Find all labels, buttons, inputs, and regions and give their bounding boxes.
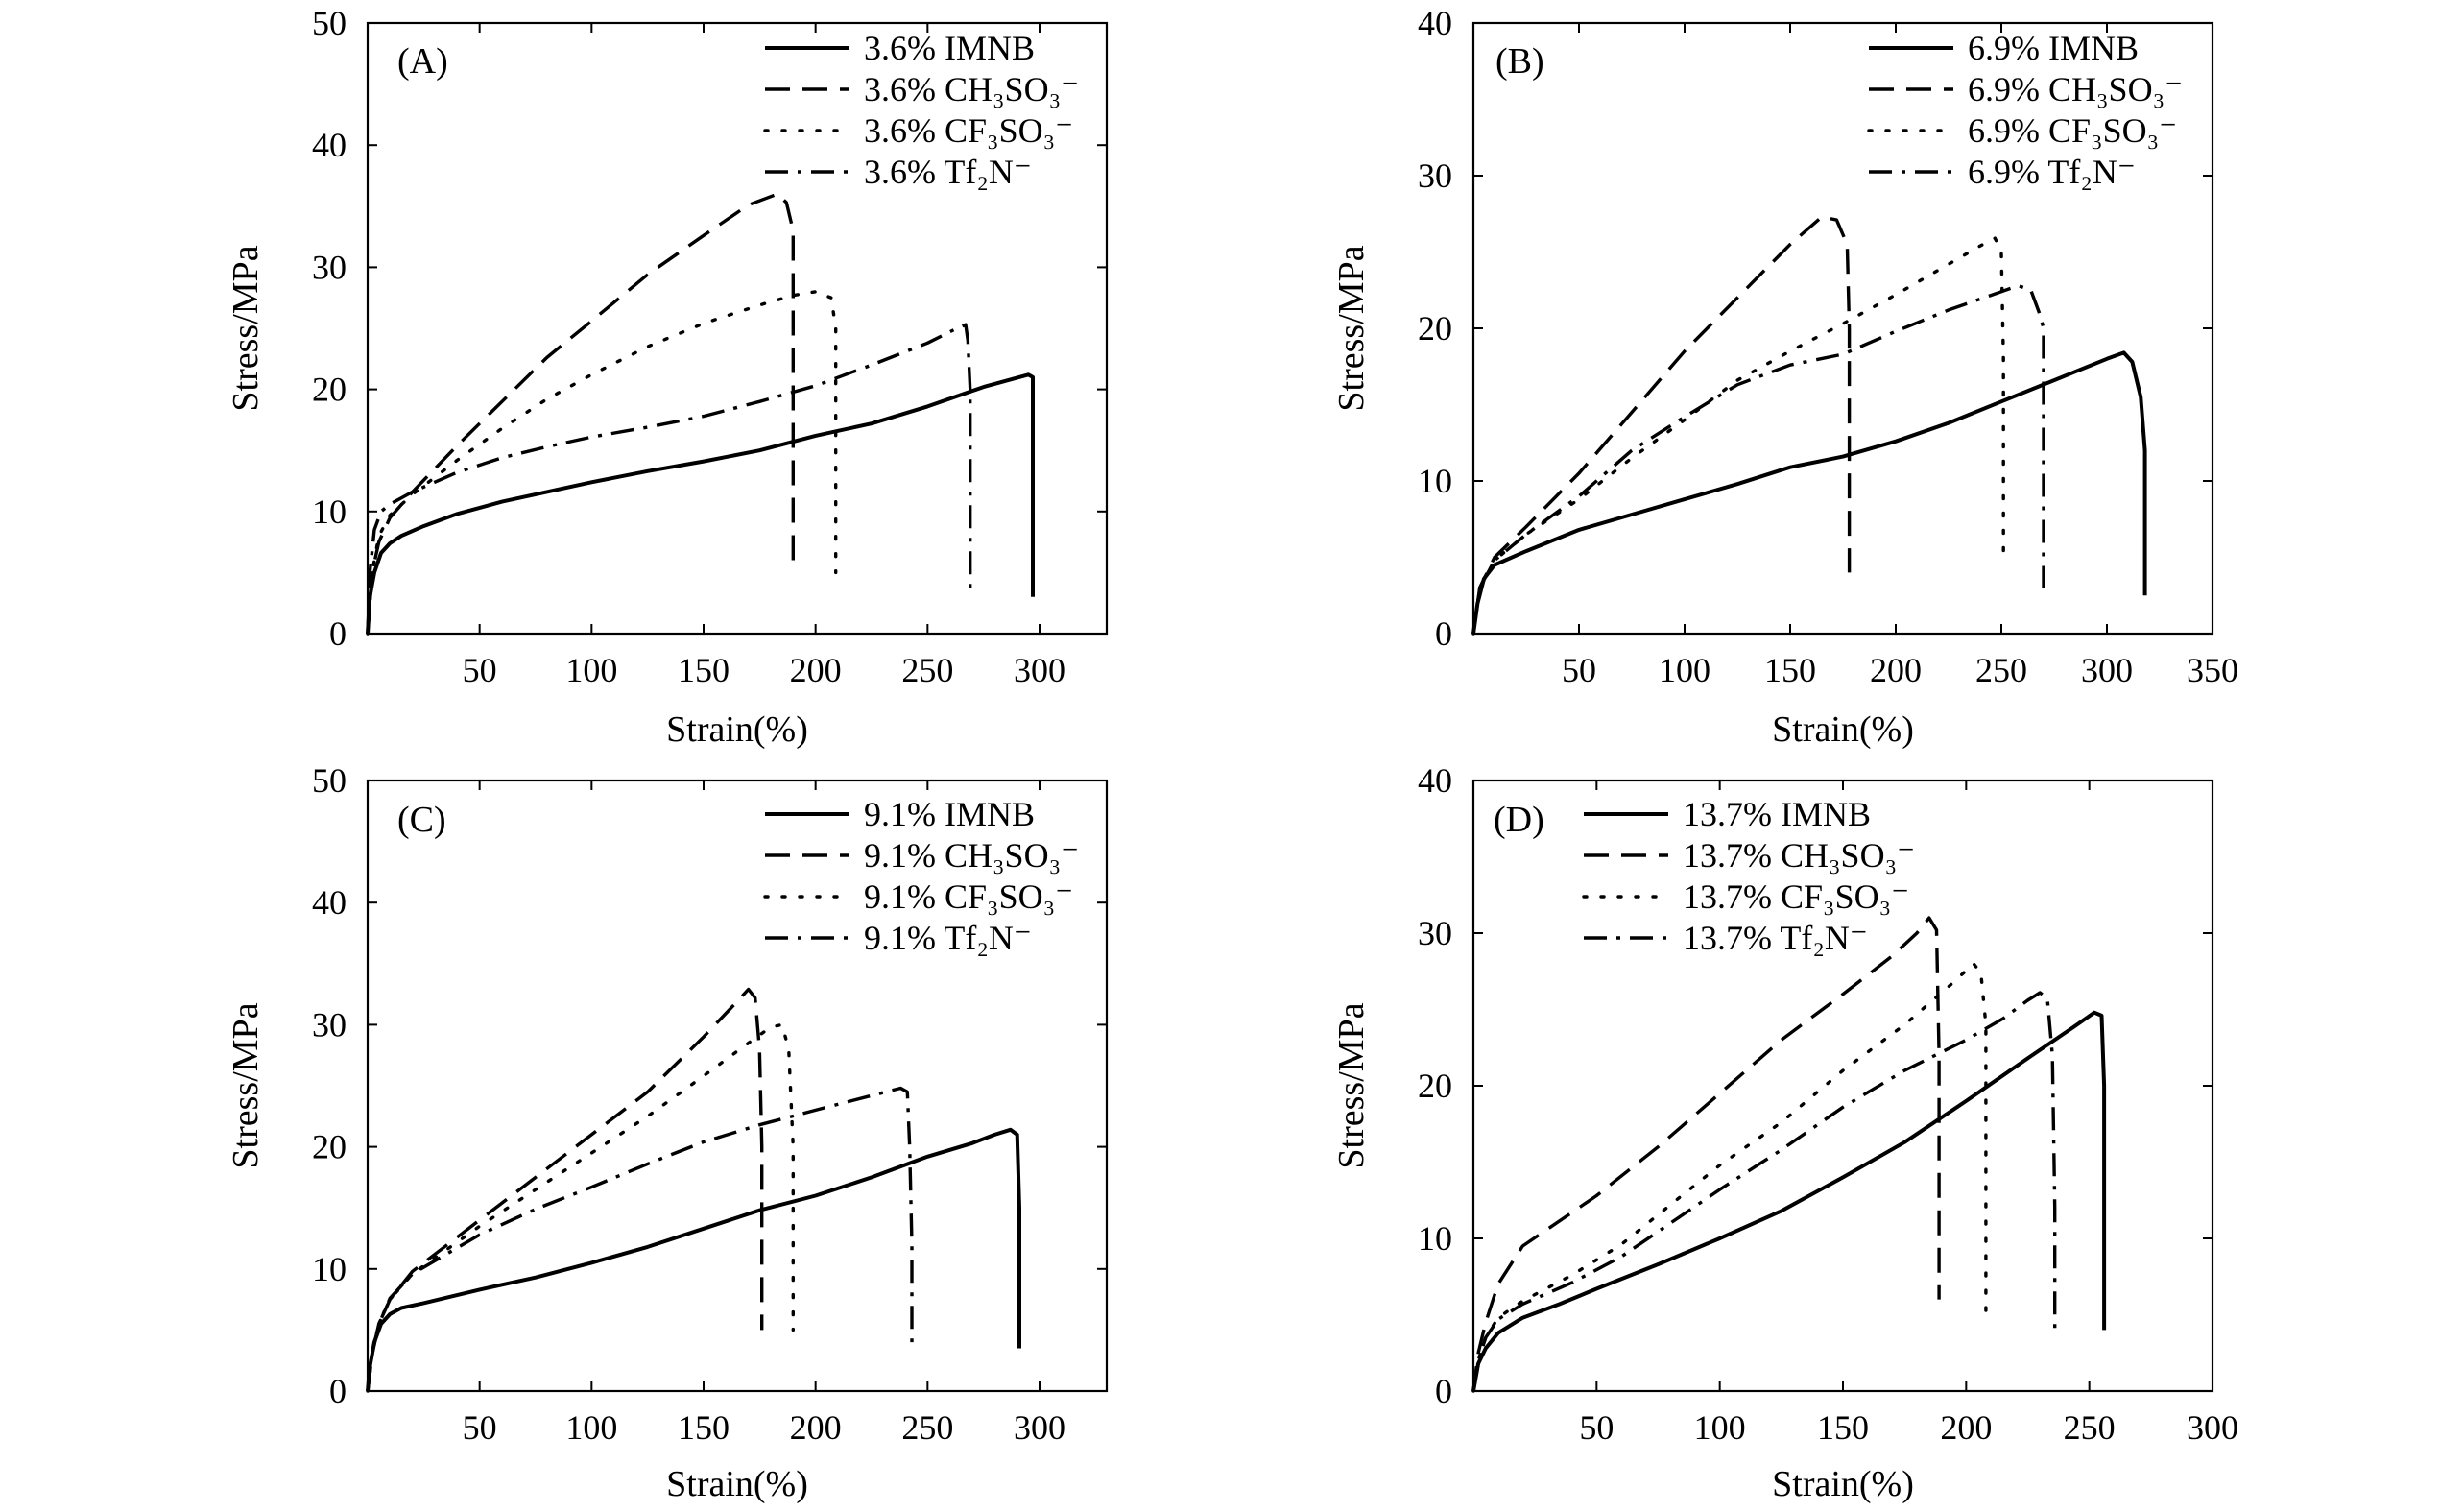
panel-label: (A) xyxy=(397,41,448,82)
y-tick-label: 50 xyxy=(312,761,347,800)
x-tick-label: 50 xyxy=(1562,651,1596,689)
y-tick-label: 30 xyxy=(1418,914,1452,952)
y-tick-label: 30 xyxy=(312,1005,347,1044)
series-line xyxy=(366,192,795,635)
x-tick-label: 50 xyxy=(1579,1408,1614,1447)
series-line xyxy=(1471,991,2057,1392)
panel-label: (B) xyxy=(1495,41,1544,82)
y-tick-label: 0 xyxy=(329,1372,347,1410)
chart-panel: 0 10 20 30 40 50 50 100 150 200 250 300 Strain(%) Str… xyxy=(226,761,1109,1504)
y-tick-label: 40 xyxy=(312,883,347,922)
legend-label: 3.6% CF₃SO₃⁻ xyxy=(864,111,1073,150)
y-tick-label: 10 xyxy=(312,492,347,531)
y-tick-label: 40 xyxy=(1418,4,1452,42)
y-tick-label: 30 xyxy=(312,248,347,286)
series-line xyxy=(366,323,972,635)
x-tick-label: 300 xyxy=(2187,1408,2238,1447)
legend-label: 13.7% Tf₂N⁻ xyxy=(1683,919,1868,957)
legend-label: 13.7% CF₃SO₃⁻ xyxy=(1683,877,1909,916)
series-line xyxy=(1471,283,2045,635)
x-tick-label: 150 xyxy=(1817,1408,1869,1447)
y-axis-title: Stress/MPa xyxy=(226,245,266,411)
y-tick-label: 10 xyxy=(1418,1219,1452,1258)
x-tick-label: 200 xyxy=(1870,651,1922,689)
chart-panel: 0 10 20 30 40 50 50 100 150 200 250 300 Strain(%) Str… xyxy=(226,4,1109,750)
x-axis-title: Strain(%) xyxy=(1772,709,1914,750)
y-tick-label: 0 xyxy=(329,614,347,653)
y-tick-label: 20 xyxy=(312,371,347,409)
legend-label: 9.1% CH₃SO₃⁻ xyxy=(864,836,1079,875)
series-line xyxy=(1471,1010,2107,1392)
plot-frame xyxy=(366,779,1109,1393)
x-tick-label: 100 xyxy=(1694,1408,1746,1447)
y-tick-label: 0 xyxy=(1435,614,1452,653)
plot-frame xyxy=(366,21,1109,636)
series-line xyxy=(366,290,838,636)
y-tick-label: 20 xyxy=(312,1128,347,1166)
y-tick-label: 40 xyxy=(1418,761,1452,800)
series-line xyxy=(366,1127,1021,1392)
x-tick-label: 150 xyxy=(678,1408,730,1447)
legend-label: 3.6% IMNB xyxy=(864,29,1035,67)
series-line xyxy=(1471,215,1852,635)
y-tick-label: 0 xyxy=(1435,1372,1452,1410)
series-line xyxy=(1471,962,1988,1393)
legend-label: 3.6% CH₃SO₃⁻ xyxy=(864,70,1079,108)
x-tick-label: 150 xyxy=(678,651,730,689)
y-tick-label: 10 xyxy=(1418,462,1452,500)
y-tick-label: 50 xyxy=(312,4,347,42)
panel-label: (D) xyxy=(1494,800,1544,840)
x-tick-label: 100 xyxy=(1659,651,1710,689)
x-tick-label: 50 xyxy=(463,1408,497,1447)
chart-panel: 0 10 20 30 40 50 100 150 200 250 300 350 Strain(%) St… xyxy=(1331,4,2238,750)
legend-label: 3.6% Tf₂N⁻ xyxy=(864,153,1032,191)
x-tick-label: 250 xyxy=(2064,1408,2116,1447)
x-axis-title: Strain(%) xyxy=(1772,1464,1914,1504)
legend-label: 6.9% IMNB xyxy=(1968,29,2139,67)
legend-label: 13.7% CH₃SO₃⁻ xyxy=(1683,836,1915,875)
x-tick-label: 350 xyxy=(2187,651,2238,689)
legend-label: 9.1% CF₃SO₃⁻ xyxy=(864,877,1073,916)
x-tick-label: 300 xyxy=(2081,651,2133,689)
series-line xyxy=(366,987,764,1392)
legend-label: 9.1% IMNB xyxy=(864,795,1035,833)
x-tick-label: 50 xyxy=(463,651,497,689)
y-tick-label: 30 xyxy=(1418,156,1452,195)
legend-label: 6.9% Tf₂N⁻ xyxy=(1968,153,2136,191)
legend-label: 9.1% Tf₂N⁻ xyxy=(864,919,1032,957)
series-line xyxy=(1471,916,1941,1392)
x-tick-label: 150 xyxy=(1764,651,1816,689)
x-axis-title: Strain(%) xyxy=(666,1464,808,1504)
x-tick-label: 300 xyxy=(1014,1408,1065,1447)
y-tick-label: 40 xyxy=(312,126,347,164)
series-line xyxy=(366,372,1035,635)
legend-label: 6.9% CH₃SO₃⁻ xyxy=(1968,70,2183,108)
y-tick-label: 20 xyxy=(1418,309,1452,348)
x-axis-title: Strain(%) xyxy=(666,709,808,750)
y-axis-title: Stress/MPa xyxy=(1331,1002,1372,1168)
x-tick-label: 250 xyxy=(901,651,953,689)
x-tick-label: 300 xyxy=(1014,651,1065,689)
x-tick-label: 250 xyxy=(901,1408,953,1447)
x-tick-label: 200 xyxy=(790,1408,842,1447)
y-axis-title: Stress/MPa xyxy=(1331,245,1372,411)
x-tick-label: 100 xyxy=(565,1408,617,1447)
x-tick-label: 200 xyxy=(790,651,842,689)
series-line xyxy=(1471,350,2147,635)
y-tick-label: 10 xyxy=(312,1250,347,1288)
series-line xyxy=(366,1022,795,1393)
legend-label: 13.7% IMNB xyxy=(1683,795,1871,833)
series-line xyxy=(366,1086,914,1392)
chart-panel: 0 10 20 30 40 50 100 150 200 250 300 Strain(%) Stres… xyxy=(1331,761,2238,1504)
x-tick-label: 200 xyxy=(1940,1408,1992,1447)
legend-label: 6.9% CF₃SO₃⁻ xyxy=(1968,111,2177,150)
x-tick-label: 100 xyxy=(565,651,617,689)
y-tick-label: 20 xyxy=(1418,1067,1452,1105)
panel-label: (C) xyxy=(397,800,446,840)
x-tick-label: 250 xyxy=(1975,651,2027,689)
y-axis-title: Stress/MPa xyxy=(226,1002,266,1168)
